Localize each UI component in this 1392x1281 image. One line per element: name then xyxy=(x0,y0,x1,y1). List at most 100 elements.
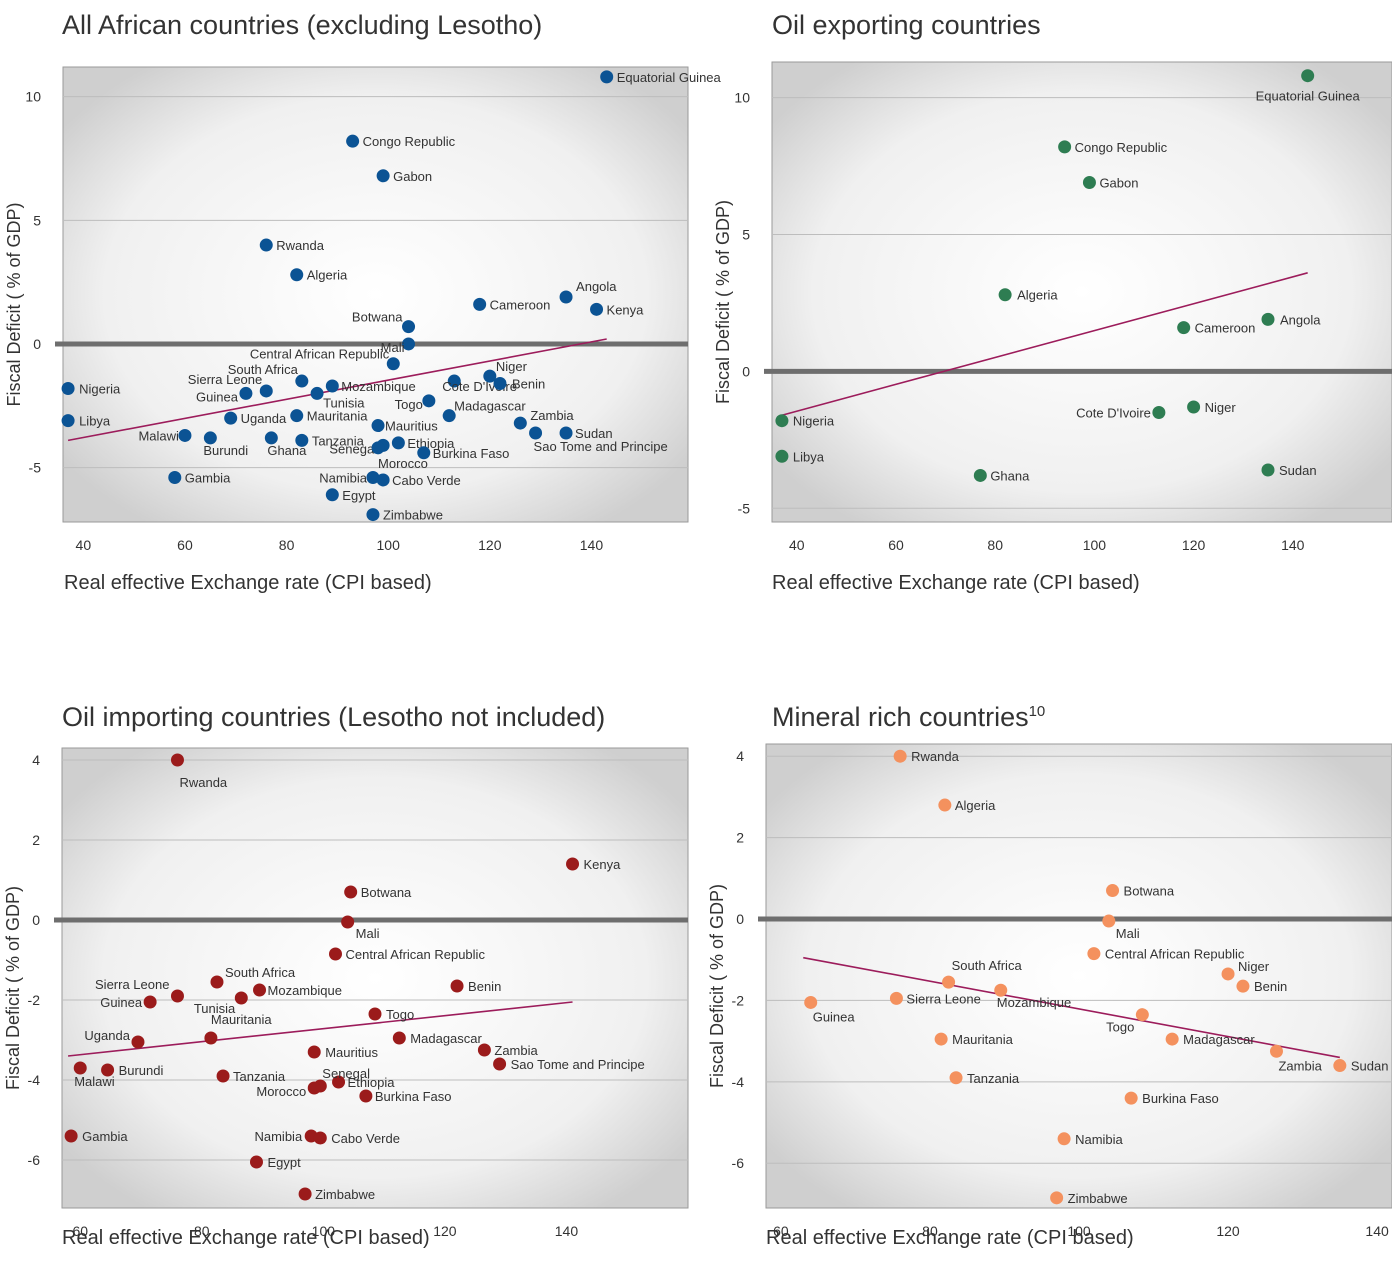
point-label: Ghana xyxy=(990,468,1030,483)
x-tick-label: 100 xyxy=(312,1223,336,1239)
data-point xyxy=(346,134,360,148)
data-point xyxy=(447,374,461,388)
y-tick-label: -6 xyxy=(732,1155,745,1171)
point-label: Senegal xyxy=(329,441,377,456)
data-point xyxy=(61,414,75,428)
point-label: Guinea xyxy=(196,389,239,404)
y-axis-label: Fiscal Deficit ( % of GDP) xyxy=(3,886,23,1090)
y-tick-label: 4 xyxy=(736,748,744,764)
data-point xyxy=(204,1031,218,1045)
data-point xyxy=(1261,312,1275,326)
point-label: Sao Tome and Principe xyxy=(534,439,668,454)
data-point xyxy=(775,449,789,463)
x-axis-label: Real effective Exchange rate (CPI based) xyxy=(766,1227,1134,1249)
data-point xyxy=(590,302,604,316)
point-label: Zimbabwe xyxy=(383,508,443,523)
trend-line xyxy=(67,1001,573,1057)
data-point xyxy=(1301,69,1315,83)
data-point xyxy=(359,1089,373,1103)
point-label: Cameroon xyxy=(490,297,551,312)
y-tick-label: -4 xyxy=(28,1072,41,1088)
data-point xyxy=(366,470,380,484)
point-label: Cabo Verde xyxy=(392,473,461,488)
point-label: Zambia xyxy=(1278,1058,1322,1073)
scatter-plot: 10 5 0 -5 40 60 80 100 120 140 Fiscal Deficit ( % … xyxy=(4,66,722,553)
data-point xyxy=(417,446,431,460)
data-point xyxy=(422,394,436,408)
point-label: Tanzania xyxy=(312,433,365,448)
point-label: South Africa xyxy=(952,958,1023,973)
point-label: Burkina Faso xyxy=(375,1089,452,1104)
data-point xyxy=(203,431,217,445)
point-label: Morocco xyxy=(378,456,428,471)
data-point xyxy=(513,416,527,430)
data-point xyxy=(73,1061,87,1075)
point-label: Algeria xyxy=(307,268,348,283)
data-point xyxy=(893,749,907,763)
data-point xyxy=(313,1131,327,1145)
point-label: Rwanda xyxy=(276,238,324,253)
data-point xyxy=(402,337,416,351)
y-tick-label: 4 xyxy=(32,752,40,768)
data-point xyxy=(998,288,1012,302)
plot-area xyxy=(61,747,689,1209)
point-label: Mauritania xyxy=(211,1012,272,1027)
point-label: South Africa xyxy=(228,362,299,377)
data-point xyxy=(1152,405,1166,419)
y-tick-label: 0 xyxy=(32,912,40,928)
data-point xyxy=(178,428,192,442)
data-point xyxy=(1165,1032,1179,1046)
point-label: Mali xyxy=(381,340,405,355)
data-point xyxy=(310,386,324,400)
point-label: Sudan xyxy=(1351,1059,1389,1074)
point-label: Libya xyxy=(793,449,825,464)
data-point xyxy=(600,70,614,84)
data-point xyxy=(1102,914,1116,928)
y-axis-label: Fiscal Deficit ( % of GDP) xyxy=(713,200,733,404)
chart-mineral-rich-countries: Mineral rich countries10 4 2 0 -2 -4 -6 60 80 10… xyxy=(696,640,1392,1281)
data-point xyxy=(307,1045,321,1059)
point-label: Namibia xyxy=(1075,1132,1123,1147)
point-label: Gabon xyxy=(393,169,432,184)
data-point xyxy=(290,409,304,423)
data-point xyxy=(295,374,309,388)
data-point xyxy=(1057,1132,1071,1146)
scatter-plot: 4 2 0 -2 -4 -6 60 80 100 120 140 Fiscal Deficit ( %… xyxy=(3,747,689,1239)
point-label: Kenya xyxy=(607,302,645,317)
point-label: Libya xyxy=(79,414,111,429)
data-point xyxy=(775,414,789,428)
data-point xyxy=(64,1129,78,1143)
data-point xyxy=(371,441,385,455)
data-point xyxy=(493,377,507,391)
data-point xyxy=(224,411,238,425)
data-point xyxy=(1187,400,1201,414)
data-point xyxy=(332,1075,346,1089)
x-tick-label: 100 xyxy=(1083,537,1107,553)
y-tick-label: 0 xyxy=(736,911,744,927)
data-point xyxy=(473,297,487,311)
point-label: Togo xyxy=(395,397,423,412)
x-tick-label: 60 xyxy=(72,1223,88,1239)
data-point xyxy=(442,409,456,423)
point-label: Sudan xyxy=(1279,463,1317,478)
chart-title: Mineral rich countries10 xyxy=(772,702,1046,732)
point-label: Zimbabwe xyxy=(315,1187,375,1202)
y-tick-label: 5 xyxy=(742,227,750,243)
point-label: Ethiopia xyxy=(407,436,455,451)
data-point xyxy=(934,1032,948,1046)
data-point xyxy=(234,991,248,1005)
data-point xyxy=(994,983,1008,997)
y-tick-label: -4 xyxy=(732,1074,745,1090)
x-tick-label: 60 xyxy=(773,1223,789,1239)
point-label: Rwanda xyxy=(179,775,227,790)
data-point xyxy=(392,1031,406,1045)
point-label: Ghana xyxy=(267,443,307,458)
data-point xyxy=(325,379,339,393)
data-point xyxy=(1135,1008,1149,1022)
point-label: Central African Republic xyxy=(1105,947,1245,962)
x-tick-label: 80 xyxy=(194,1223,210,1239)
data-point xyxy=(328,947,342,961)
point-label: Algeria xyxy=(955,798,996,813)
y-tick-label: 0 xyxy=(33,336,41,352)
point-label: Mozambique xyxy=(268,983,342,998)
